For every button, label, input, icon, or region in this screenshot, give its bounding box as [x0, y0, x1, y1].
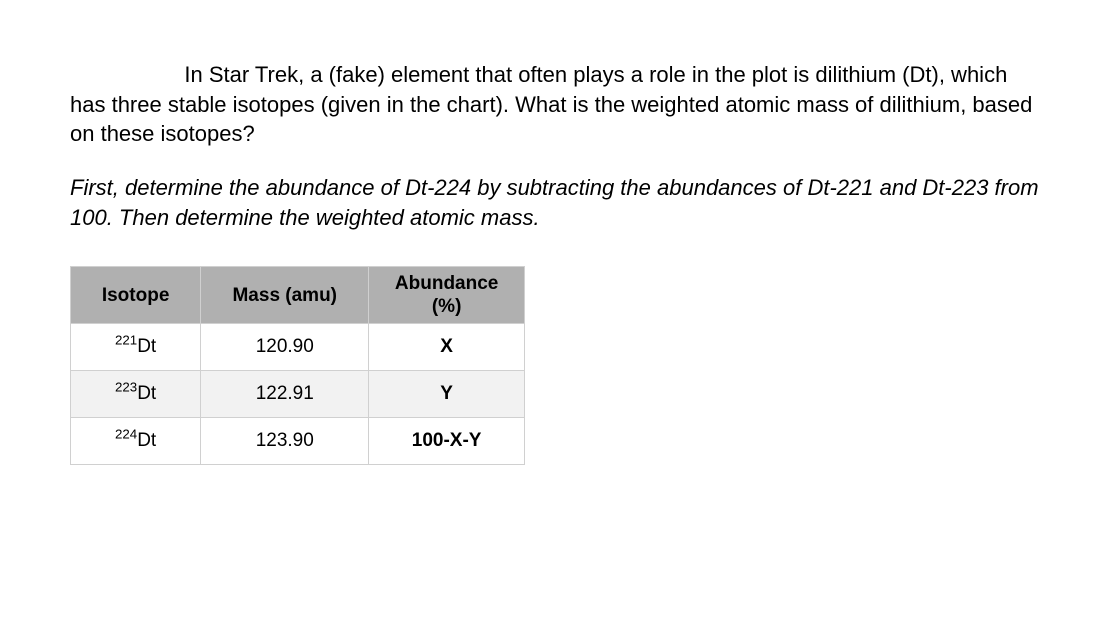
cell-isotope: 223Dt — [71, 371, 201, 418]
cell-abundance: Y — [369, 371, 525, 418]
question-text: In Star Trek, a (fake) element that ofte… — [70, 60, 1047, 149]
header-abundance-line2: (%) — [432, 296, 462, 317]
table-row: 224Dt 123.90 100-X-Y — [71, 418, 525, 465]
header-isotope: Isotope — [71, 267, 201, 324]
table-row: 221Dt 120.90 X — [71, 324, 525, 371]
isotope-sup: 223 — [115, 380, 137, 395]
cell-abundance: X — [369, 324, 525, 371]
table-row: 223Dt 122.91 Y — [71, 371, 525, 418]
table-header-row: Isotope Mass (amu) Abundance (%) — [71, 267, 525, 324]
cell-abundance: 100-X-Y — [369, 418, 525, 465]
isotope-sym: Dt — [137, 336, 156, 357]
header-mass: Mass (amu) — [201, 267, 369, 324]
header-abundance: Abundance (%) — [369, 267, 525, 324]
cell-mass: 122.91 — [201, 371, 369, 418]
cell-isotope: 224Dt — [71, 418, 201, 465]
cell-mass: 123.90 — [201, 418, 369, 465]
isotope-sup: 224 — [115, 427, 137, 442]
cell-isotope: 221Dt — [71, 324, 201, 371]
header-abundance-line1: Abundance — [395, 273, 498, 294]
isotope-table: Isotope Mass (amu) Abundance (%) 221Dt 1… — [70, 266, 525, 465]
instruction-text: First, determine the abundance of Dt-224… — [70, 173, 1047, 232]
isotope-sup: 221 — [115, 333, 137, 348]
isotope-sym: Dt — [137, 383, 156, 404]
cell-mass: 120.90 — [201, 324, 369, 371]
isotope-sym: Dt — [137, 430, 156, 451]
document-content: In Star Trek, a (fake) element that ofte… — [0, 0, 1117, 465]
